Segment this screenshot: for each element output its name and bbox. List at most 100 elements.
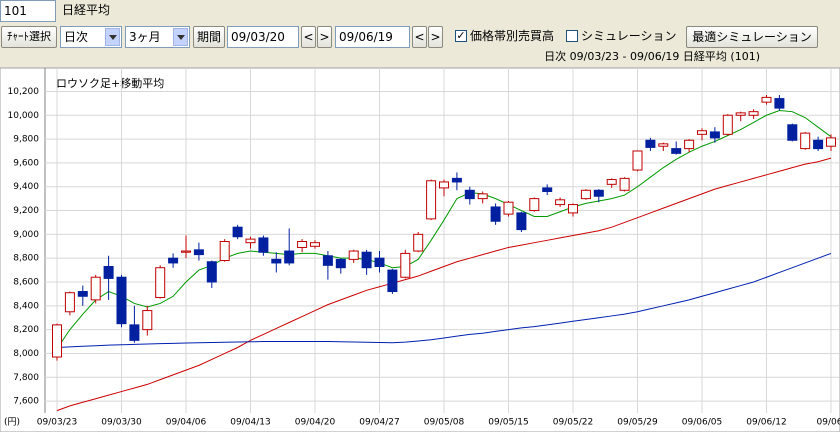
y-tick-label: 9,600: [13, 158, 39, 168]
end-date-input[interactable]: 09/06/19: [335, 26, 410, 48]
candle-body: [335, 258, 346, 269]
chart-title: ロウソク足+移動平均: [56, 76, 164, 90]
candle-body: [542, 187, 553, 192]
candle-body: [129, 324, 140, 341]
candle-body: [387, 269, 398, 293]
candle-body: [258, 237, 269, 253]
span-select[interactable]: 3ヶ月: [125, 26, 190, 48]
start-date-input[interactable]: 09/03/20: [227, 26, 299, 48]
candle-body: [800, 132, 811, 150]
period-header: 日次 09/03/23 - 09/06/19 日経平均 (101): [544, 50, 760, 63]
candle-body: [168, 257, 179, 264]
candle-body: [297, 241, 308, 248]
candle-body: [77, 291, 88, 297]
checkbox-label: 価格帯別売買高: [470, 29, 555, 43]
candle-body: [761, 96, 772, 103]
candle-body: [593, 189, 604, 197]
optimize-button[interactable]: 最適シミュレーション: [686, 26, 818, 48]
candle-body: [722, 114, 733, 135]
candle-body: [219, 241, 230, 262]
y-tick-label: 8,800: [13, 254, 39, 264]
volume-profile-checkbox[interactable]: ✓ 価格帯別売買高: [455, 26, 563, 48]
y-tick-label: 10,200: [8, 87, 40, 97]
candle-body: [568, 204, 578, 214]
candle-body: [748, 111, 759, 116]
candle-body: [451, 177, 462, 183]
start-prev-button[interactable]: <: [301, 26, 316, 48]
candle-body: [787, 124, 798, 141]
moving-average-line: [56, 252, 832, 348]
x-tick-label: 09/06/: [817, 418, 840, 428]
x-tick-label: 09/06/12: [746, 418, 786, 428]
period-button[interactable]: 期間: [193, 26, 225, 48]
interval-select[interactable]: 日次: [60, 26, 122, 48]
x-tick-label: 09/06/05: [682, 418, 722, 428]
candle-body: [193, 249, 204, 256]
end-next-button[interactable]: >: [428, 26, 443, 48]
y-tick-label: 9,000: [13, 230, 39, 240]
candle-body: [619, 177, 630, 191]
candle-body: [348, 250, 359, 260]
candle-body: [516, 212, 527, 231]
x-tick-label: 09/03/30: [101, 418, 142, 428]
candle-body: [155, 267, 166, 298]
y-tick-label: 9,800: [13, 135, 39, 145]
x-tick-label: 09/04/06: [166, 418, 207, 428]
candle-body: [529, 198, 540, 212]
candle-body: [606, 179, 617, 185]
candle-body: [322, 255, 333, 266]
span-value: 3ヶ月: [129, 30, 161, 44]
candle-body: [774, 98, 785, 109]
candle-body: [90, 276, 101, 301]
candle-body: [64, 292, 75, 313]
chart-select-button[interactable]: ﾁｬｰﾄ選択: [1, 26, 57, 48]
candle-body: [503, 201, 514, 215]
code-input[interactable]: 101: [0, 0, 56, 22]
candle-body: [103, 266, 114, 279]
start-next-button[interactable]: >: [317, 26, 332, 48]
candle-body: [400, 252, 411, 278]
y-tick-label: 9,200: [13, 206, 39, 216]
x-tick-label: 09/05/08: [424, 418, 465, 428]
candle-body: [709, 131, 720, 139]
candle-body: [632, 150, 643, 171]
candle-body: [245, 238, 256, 244]
checkbox-label: シミュレーション: [581, 29, 677, 43]
candle-body: [361, 251, 372, 269]
checkbox-box: [566, 30, 578, 42]
checkbox-box: ✓: [455, 29, 467, 42]
candle-body: [813, 139, 824, 150]
candle-body: [580, 189, 591, 200]
y-tick-label: 8,600: [13, 277, 39, 287]
moving-average-line: [56, 109, 832, 349]
y-unit: (円): [4, 417, 20, 428]
candle-body: [490, 206, 501, 222]
candle-body: [52, 324, 62, 358]
candle-body: [374, 257, 385, 268]
candle-body: [477, 193, 488, 200]
candle-body: [464, 189, 475, 200]
end-prev-button[interactable]: <: [412, 26, 427, 48]
candle-body: [658, 143, 669, 147]
y-tick-label: 9,400: [13, 182, 39, 192]
x-tick-label: 09/05/15: [488, 418, 528, 428]
candle-body: [426, 180, 437, 220]
moving-average-line: [56, 157, 832, 412]
candle-body: [671, 148, 682, 154]
candle-body: [232, 226, 243, 238]
candle-body: [697, 130, 707, 135]
y-tick-label: 8,400: [13, 301, 39, 311]
x-tick-label: 09/04/27: [359, 418, 399, 428]
candle-body: [142, 310, 153, 331]
y-tick-label: 10,000: [8, 111, 40, 121]
candle-body: [826, 137, 836, 147]
interval-value: 日次: [64, 30, 89, 44]
y-tick-label: 8,200: [13, 325, 39, 335]
candle-body: [181, 250, 191, 253]
simulation-checkbox[interactable]: シミュレーション: [566, 26, 681, 48]
y-tick-label: 8,000: [13, 349, 39, 359]
candle-body: [413, 233, 424, 252]
index-name: 日経平均: [62, 3, 111, 17]
candle-body: [271, 258, 282, 264]
